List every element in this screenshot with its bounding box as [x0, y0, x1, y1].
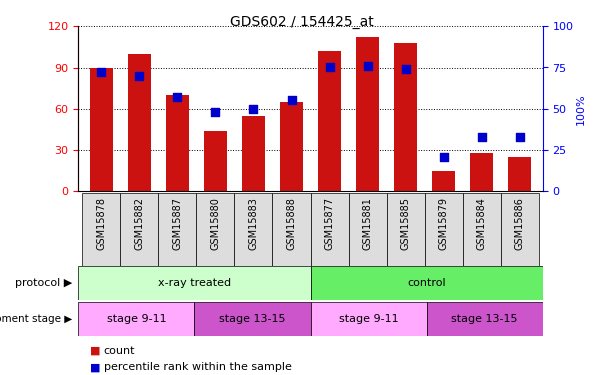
Bar: [242, 116, 265, 191]
Bar: [204, 131, 227, 191]
Bar: [82, 193, 120, 266]
Point: [134, 73, 144, 79]
Point: [96, 69, 106, 75]
Bar: [425, 193, 463, 266]
Text: GDS602 / 154425_at: GDS602 / 154425_at: [230, 15, 373, 29]
Text: GSM15879: GSM15879: [439, 197, 449, 250]
Bar: [311, 193, 349, 266]
Bar: [387, 193, 425, 266]
Point: [477, 134, 487, 140]
Text: control: control: [407, 278, 446, 288]
Text: GSM15888: GSM15888: [286, 197, 297, 250]
Text: GSM15887: GSM15887: [172, 197, 182, 250]
Text: GSM15882: GSM15882: [134, 197, 144, 250]
Bar: [432, 171, 455, 191]
Bar: [508, 157, 531, 191]
Point: [515, 134, 525, 140]
Text: x-ray treated: x-ray treated: [158, 278, 231, 288]
Point: [439, 154, 449, 160]
Text: percentile rank within the sample: percentile rank within the sample: [104, 363, 292, 372]
Bar: [280, 102, 303, 191]
Bar: [128, 54, 151, 191]
Bar: [195, 302, 311, 336]
Y-axis label: 100%: 100%: [576, 93, 586, 124]
Text: protocol ▶: protocol ▶: [15, 278, 72, 288]
Text: development stage ▶: development stage ▶: [0, 314, 72, 324]
Text: stage 13-15: stage 13-15: [452, 314, 518, 324]
Point: [401, 66, 411, 72]
Bar: [463, 193, 501, 266]
Bar: [427, 302, 543, 336]
Point: [210, 109, 220, 115]
Text: GSM15883: GSM15883: [248, 197, 259, 250]
Bar: [78, 266, 311, 300]
Point: [325, 64, 335, 70]
Bar: [78, 302, 195, 336]
Point: [363, 63, 373, 69]
Text: GSM15886: GSM15886: [515, 197, 525, 250]
Text: stage 9-11: stage 9-11: [339, 314, 399, 324]
Text: GSM15884: GSM15884: [477, 197, 487, 250]
Text: GSM15880: GSM15880: [210, 197, 221, 250]
Text: ■: ■: [90, 363, 101, 372]
Bar: [311, 302, 427, 336]
Bar: [318, 51, 341, 191]
Bar: [356, 37, 379, 191]
Text: stage 9-11: stage 9-11: [107, 314, 166, 324]
Text: ■: ■: [90, 346, 101, 356]
Text: GSM15881: GSM15881: [362, 197, 373, 250]
Bar: [159, 193, 197, 266]
Bar: [349, 193, 387, 266]
Bar: [235, 193, 273, 266]
Text: stage 13-15: stage 13-15: [219, 314, 286, 324]
Bar: [90, 68, 113, 191]
Bar: [197, 193, 235, 266]
Bar: [470, 153, 493, 191]
Text: count: count: [104, 346, 135, 356]
Text: GSM15885: GSM15885: [400, 197, 411, 250]
Point: [172, 94, 182, 100]
Point: [286, 98, 296, 104]
Bar: [394, 43, 417, 191]
Bar: [273, 193, 311, 266]
Bar: [120, 193, 159, 266]
Bar: [501, 193, 539, 266]
Bar: [166, 95, 189, 191]
Text: GSM15878: GSM15878: [96, 197, 106, 250]
Text: GSM15877: GSM15877: [324, 197, 335, 250]
Bar: [311, 266, 543, 300]
Point: [248, 106, 258, 112]
